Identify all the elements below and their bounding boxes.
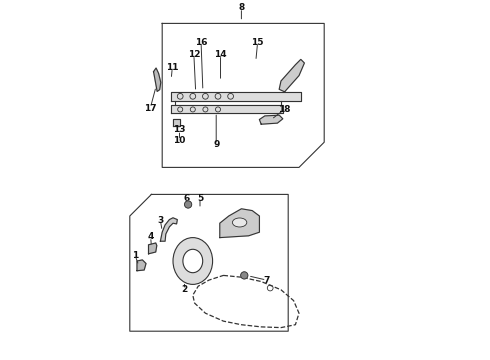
Ellipse shape [173,238,213,284]
Text: 11: 11 [166,63,178,72]
Polygon shape [173,119,180,126]
Text: 17: 17 [144,104,157,113]
Text: 7: 7 [264,276,270,284]
Ellipse shape [183,249,203,273]
Text: 14: 14 [214,50,227,59]
Polygon shape [153,68,161,91]
Text: 2: 2 [181,285,188,294]
Circle shape [185,201,192,208]
Polygon shape [259,115,283,124]
Polygon shape [220,209,259,238]
Text: 3: 3 [157,216,164,225]
Circle shape [241,272,248,279]
Text: 4: 4 [147,233,154,242]
Polygon shape [171,105,283,113]
Text: 13: 13 [173,125,186,134]
Polygon shape [160,218,177,241]
Text: 1: 1 [132,251,138,260]
Text: 8: 8 [238,4,245,13]
Polygon shape [279,59,304,92]
Ellipse shape [232,218,247,227]
Polygon shape [171,92,301,101]
Text: 10: 10 [173,136,186,145]
Text: 9: 9 [213,140,220,149]
Text: 15: 15 [251,38,264,47]
Polygon shape [137,260,146,271]
Text: 16: 16 [195,38,207,47]
Text: 18: 18 [278,105,290,114]
Text: 6: 6 [184,194,190,202]
Text: 5: 5 [197,194,203,202]
Text: 12: 12 [188,50,200,59]
Polygon shape [148,243,157,254]
